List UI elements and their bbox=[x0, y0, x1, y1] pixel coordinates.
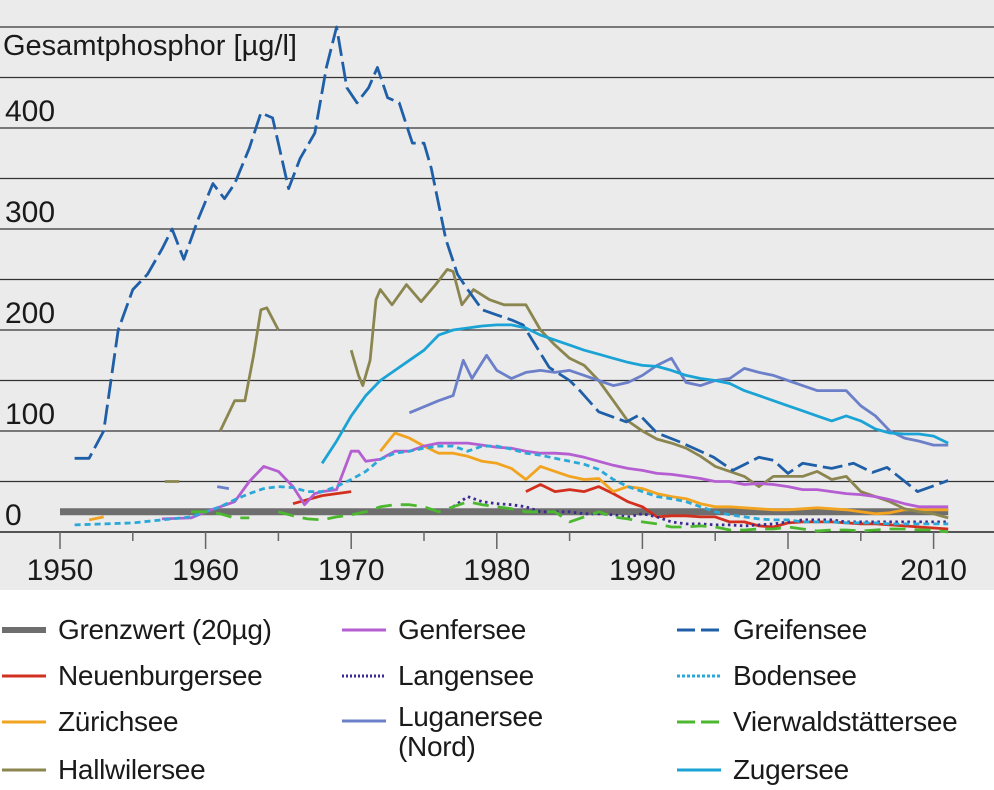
series-z-richsee bbox=[88, 431, 949, 522]
series-line-hallwilersee bbox=[218, 306, 280, 432]
legend-swatch bbox=[342, 628, 386, 632]
chart-plot-area: 1950 1960 1970 1980 1990 2000 2010 0 100 200 300 4… bbox=[0, 0, 994, 590]
series-hallwilersee bbox=[164, 267, 949, 520]
legend-label: Langensee bbox=[398, 660, 534, 691]
legend: Grenzwert (20µg) Neuenburgersee Zürichsee H… bbox=[0, 600, 994, 790]
legend-swatch bbox=[677, 628, 721, 632]
legend-label: Greifensee bbox=[733, 614, 867, 645]
y-axis: 0 100 200 300 400 bbox=[5, 95, 55, 532]
gridlines bbox=[0, 26, 994, 483]
legend-swatch bbox=[2, 674, 46, 678]
legend-label: Luganersee (Nord) bbox=[398, 701, 543, 762]
legend-item-langensee: Langensee bbox=[340, 656, 534, 696]
series-line-z-richsee bbox=[379, 431, 949, 516]
legend-label: Genfersee bbox=[398, 614, 527, 645]
series-luganersee-nord bbox=[216, 353, 949, 490]
legend-label: Neuenburgersee bbox=[58, 660, 263, 691]
x-tick-label: 1990 bbox=[609, 554, 676, 587]
y-tick-label: 0 bbox=[5, 499, 22, 532]
legend-swatch bbox=[677, 674, 721, 678]
legend-label: Zugersee bbox=[733, 754, 849, 785]
x-tick-label: 1950 bbox=[27, 554, 94, 587]
legend-label: Grenzwert (20µg) bbox=[58, 614, 272, 645]
legend-swatch bbox=[342, 674, 386, 678]
legend-swatch bbox=[2, 627, 46, 633]
x-tick-label: 1980 bbox=[463, 554, 530, 587]
series-lines bbox=[60, 25, 949, 534]
y-tick-label: 300 bbox=[5, 196, 55, 229]
x-tick-label: 1970 bbox=[318, 554, 385, 587]
series-bodensee bbox=[74, 444, 949, 527]
legend-swatch bbox=[2, 768, 46, 772]
legend-swatch bbox=[342, 719, 386, 723]
series-zugersee bbox=[320, 323, 949, 465]
y-tick-label: 400 bbox=[5, 95, 55, 128]
legend-label: Hallwilersee bbox=[58, 754, 206, 785]
series-line-zugersee bbox=[320, 323, 949, 465]
legend-swatch bbox=[2, 720, 46, 724]
series-line-bodensee bbox=[74, 444, 949, 527]
series-line-luganersee-nord bbox=[408, 353, 949, 447]
legend-item-zugersee: Zugersee bbox=[675, 750, 849, 790]
legend-item-greifensee: Greifensee bbox=[675, 610, 867, 650]
series-neuenburgersee bbox=[292, 483, 949, 531]
legend-item-hallwilersee: Hallwilersee bbox=[0, 750, 206, 790]
series-line-greifensee bbox=[74, 25, 949, 494]
legend-swatch bbox=[677, 720, 721, 724]
y-axis-label: Gesamtphosphor [µg/l] bbox=[3, 30, 297, 62]
y-tick-label: 200 bbox=[5, 297, 55, 330]
x-axis: 1950 1960 1970 1980 1990 2000 2010 bbox=[0, 531, 994, 587]
series-genfersee bbox=[161, 441, 949, 521]
legend-item-bodensee: Bodensee bbox=[675, 656, 857, 696]
legend-label: Zürichsee bbox=[58, 706, 179, 737]
legend-label: Vierwaldstättersee bbox=[733, 706, 958, 737]
series-line-z-richsee bbox=[88, 515, 104, 522]
legend-swatch bbox=[677, 768, 721, 772]
series-line-genfersee bbox=[161, 441, 949, 521]
y-tick-label: 100 bbox=[5, 398, 55, 431]
series-line-hallwilersee bbox=[349, 267, 949, 520]
series-line-luganersee-nord bbox=[216, 485, 230, 490]
series-line-vierwaldst-ttersee bbox=[278, 500, 949, 534]
x-tick-label: 1960 bbox=[172, 554, 239, 587]
series-greifensee bbox=[74, 25, 949, 494]
legend-item-grenzwert-20-g: Grenzwert (20µg) bbox=[0, 610, 272, 650]
legend-item-luganersee-nord: Luganersee (Nord) bbox=[340, 702, 543, 762]
x-tick-label: 2000 bbox=[755, 554, 822, 587]
line-chart: 1950 1960 1970 1980 1990 2000 2010 0 100 200 300 4… bbox=[0, 25, 994, 587]
legend-item-vierwaldst-ttersee: Vierwaldstättersee bbox=[675, 702, 958, 742]
series-line-vierwaldst-ttersee bbox=[191, 510, 250, 520]
legend-item-genfersee: Genfersee bbox=[340, 610, 526, 650]
legend-item-neuenburgersee: Neuenburgersee bbox=[0, 656, 263, 696]
legend-label: Bodensee bbox=[733, 660, 857, 691]
series-vierwaldst-ttersee bbox=[191, 500, 949, 534]
legend-item-z-richsee: Zürichsee bbox=[0, 702, 179, 742]
x-tick-label: 2010 bbox=[900, 554, 967, 587]
